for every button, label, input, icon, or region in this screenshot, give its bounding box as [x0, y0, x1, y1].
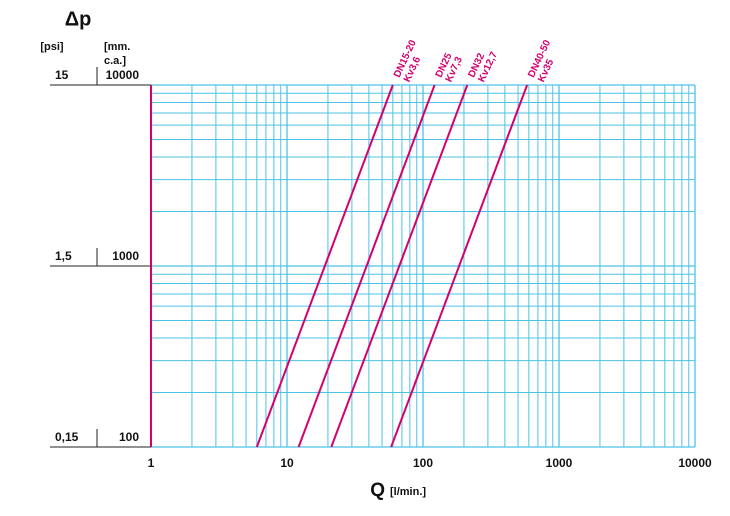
- y-label: [mm.: [104, 41, 130, 53]
- y2-tick-label: 1,5: [55, 249, 72, 263]
- y-tick-label: 100: [119, 430, 139, 444]
- x-unit: [l/min.]: [390, 486, 426, 498]
- series-line: [255, 84, 394, 448]
- x-tick-label: 10: [280, 456, 294, 470]
- x-title: Q: [370, 480, 385, 501]
- y2-label: [psi]: [40, 41, 64, 53]
- x-tick-label: 1000: [546, 456, 573, 470]
- y2-tick-label: 0,15: [55, 430, 79, 444]
- x-tick-label: 100: [413, 456, 433, 470]
- series-line: [297, 84, 436, 448]
- y2-tick-label: 15: [55, 68, 69, 82]
- y-label: c.a.]: [104, 55, 126, 67]
- y-title: Δp: [65, 8, 92, 30]
- y-tick-label: 1000: [112, 249, 139, 263]
- y-tick-label: 10000: [106, 68, 140, 82]
- x-tick-label: 10000: [678, 456, 712, 470]
- x-tick-label: 1: [148, 456, 155, 470]
- series-line: [330, 84, 469, 448]
- series-line: [390, 84, 529, 448]
